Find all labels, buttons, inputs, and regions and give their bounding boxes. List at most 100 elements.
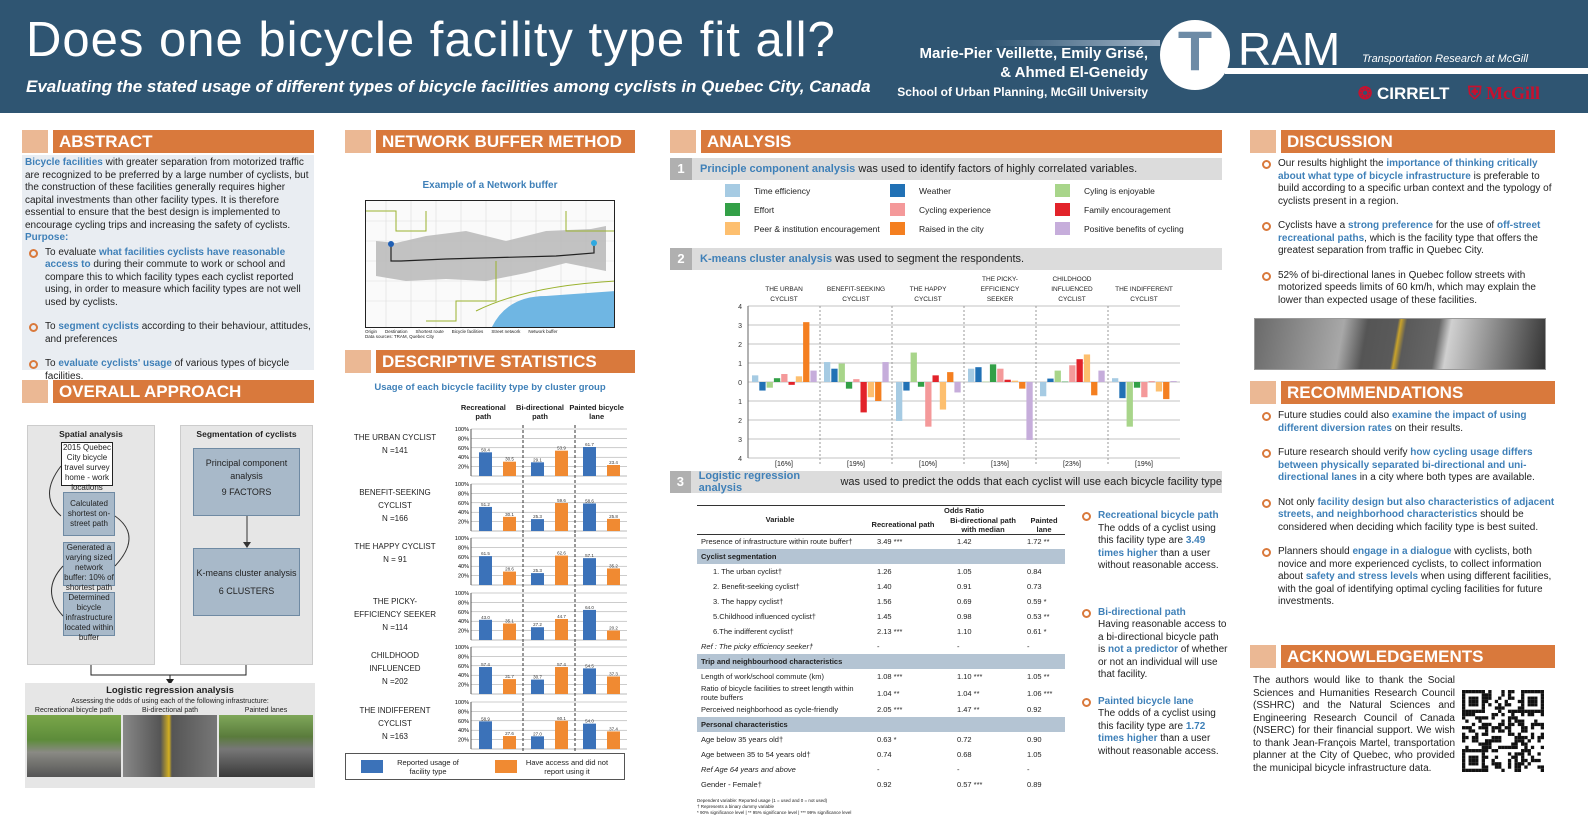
factor-bar bbox=[831, 368, 838, 382]
qr-module bbox=[1498, 722, 1502, 727]
reported-usage-bar bbox=[583, 447, 596, 476]
qr-module bbox=[1511, 709, 1515, 713]
qr-module bbox=[1471, 722, 1476, 727]
table-row: Gender - Female† 0.92 0.57 *** 0.89 bbox=[697, 777, 1065, 792]
highlight-text: Bicycle facilities bbox=[25, 157, 103, 168]
bar-value-label: 59.6 bbox=[557, 497, 566, 502]
discussion-item: Cyclists have a strong preference for th… bbox=[1258, 220, 1558, 258]
factor-legend-item: Peer & institution encouragement bbox=[725, 222, 880, 235]
factor-legend-item: Cycling experience bbox=[890, 203, 991, 216]
descriptive-col-headers: Recreational path Bi-directional path Pa… bbox=[455, 403, 625, 421]
odds-ratio-cell: 0.61 * bbox=[1027, 627, 1047, 636]
bar-value-label: 51.2 bbox=[481, 501, 490, 506]
factor-bar bbox=[1019, 382, 1026, 389]
qr-module bbox=[1530, 732, 1535, 736]
odds-ratio-cell: 1.42 bbox=[957, 537, 972, 547]
qr-module bbox=[1527, 762, 1531, 766]
legend-swatch bbox=[725, 184, 740, 197]
odds-ratio-cell: 1.40 bbox=[877, 582, 892, 591]
qr-module bbox=[1507, 726, 1512, 730]
qr-module bbox=[1537, 735, 1541, 740]
qr-module bbox=[1511, 696, 1515, 700]
qr-module bbox=[1540, 712, 1544, 717]
factor-legend-item: Raised in the city bbox=[890, 222, 984, 235]
factor-bar bbox=[997, 368, 1004, 382]
qr-module bbox=[1521, 706, 1525, 710]
qr-module bbox=[1540, 690, 1544, 694]
descriptive-chart: THE URBAN CYCLIST N =141 100% 80% 60% 40% 20% 5… bbox=[345, 425, 635, 752]
legend-network-buffer: Network buffer bbox=[528, 329, 558, 334]
qr-code[interactable] bbox=[1462, 690, 1544, 772]
cluster-usage-row: THE HAPPY CYCLIST N = 91 100% 80% 60% 40% 20% 6… bbox=[345, 534, 635, 589]
factor-bar bbox=[925, 382, 932, 427]
y-tick-label: 60% bbox=[458, 500, 469, 506]
qr-module bbox=[1481, 755, 1485, 759]
group-label: Cyclist segmentation bbox=[697, 549, 1065, 564]
qr-module bbox=[1530, 696, 1535, 700]
purpose-item: To evaluate what facilities cyclists hav… bbox=[25, 247, 311, 310]
legend-swatch bbox=[1055, 203, 1070, 216]
factor-bar bbox=[975, 367, 982, 382]
qr-module bbox=[1494, 706, 1499, 710]
recommendations-list: Future studies could also examine the im… bbox=[1258, 410, 1558, 621]
qr-module bbox=[1471, 739, 1476, 743]
y-tick-label: 20% bbox=[458, 574, 469, 580]
qr-module bbox=[1540, 726, 1544, 730]
factor-bar bbox=[752, 375, 759, 382]
recommendation-item: Planners should engage in a dialogue wit… bbox=[1258, 546, 1558, 609]
qr-module bbox=[1507, 693, 1512, 697]
y-tick-label: 40% bbox=[458, 619, 469, 625]
qr-module bbox=[1478, 709, 1482, 713]
col-variable: Variable bbox=[765, 515, 795, 525]
purpose-item: To segment cyclists according to their b… bbox=[25, 321, 311, 346]
qr-module bbox=[1484, 722, 1489, 727]
qr-module bbox=[1488, 742, 1492, 746]
usage-mini-chart: 100% 80% 60% 40% 20% 43.0 35.1 27.2 44.7 64.0 20.2 bbox=[455, 588, 627, 643]
qr-module bbox=[1468, 726, 1472, 730]
factor-bar bbox=[1076, 359, 1083, 382]
odds-ratio-cell: 1.04 ** bbox=[877, 688, 900, 698]
text-segment: The odds of a cyclist using this facilit… bbox=[1098, 522, 1216, 547]
text-segment: Future studies could also bbox=[1278, 410, 1392, 421]
bidirectional-lane-photo bbox=[1254, 318, 1546, 370]
factor-bar bbox=[882, 362, 889, 382]
factor-legend-item: Positive benefits of cycling bbox=[1055, 222, 1184, 235]
reported-usage-bar bbox=[531, 679, 544, 694]
qr-module bbox=[1527, 749, 1531, 753]
bar-value-label: 54.5 bbox=[585, 663, 594, 668]
col-header: Bi-directional path bbox=[516, 403, 564, 421]
bar-value-label: 20.2 bbox=[609, 625, 618, 630]
qr-module bbox=[1517, 762, 1522, 766]
reported-usage-bar bbox=[531, 735, 544, 749]
y-tick-label: 2 bbox=[738, 418, 742, 425]
legend-swatch bbox=[890, 222, 905, 235]
not-used-bar bbox=[555, 502, 568, 531]
odds-ratio-cell: 0.84 bbox=[1027, 567, 1042, 576]
qr-module bbox=[1481, 690, 1485, 694]
discussion-list: Our results highlight the importance of … bbox=[1258, 158, 1558, 319]
legend-label: Reported usage of facility type bbox=[397, 757, 459, 776]
qr-module bbox=[1475, 739, 1479, 743]
qr-module bbox=[1491, 726, 1495, 730]
cluster-name-line: N =163 bbox=[381, 731, 409, 741]
purpose-list: To evaluate what facilities cyclists hav… bbox=[25, 247, 311, 384]
factor-bar bbox=[989, 364, 997, 382]
qr-module bbox=[1501, 719, 1505, 723]
factor-bar bbox=[982, 381, 989, 383]
odds-ratio-cell: 1.10 *** bbox=[957, 672, 983, 681]
factor-bar bbox=[759, 382, 766, 391]
text-segment: for the use of bbox=[1433, 220, 1497, 231]
bar-value-label: 23.4 bbox=[609, 460, 618, 465]
qr-module bbox=[1534, 699, 1538, 704]
qr-module bbox=[1491, 749, 1495, 753]
factor-bar bbox=[1047, 378, 1054, 382]
not-used-bar bbox=[607, 465, 620, 476]
tram-tagline: Transportation Research at McGill bbox=[1362, 53, 1529, 65]
cluster-share: [10%] bbox=[919, 461, 937, 468]
qr-module bbox=[1484, 755, 1489, 759]
qr-module bbox=[1514, 735, 1518, 740]
logistic-subtitle: Assessing the odds of using each of the … bbox=[71, 698, 269, 705]
qr-module bbox=[1517, 719, 1522, 723]
pca-box-label: Principal component analysis bbox=[205, 458, 288, 481]
odds-ratio-cell: 1.45 bbox=[877, 612, 892, 621]
